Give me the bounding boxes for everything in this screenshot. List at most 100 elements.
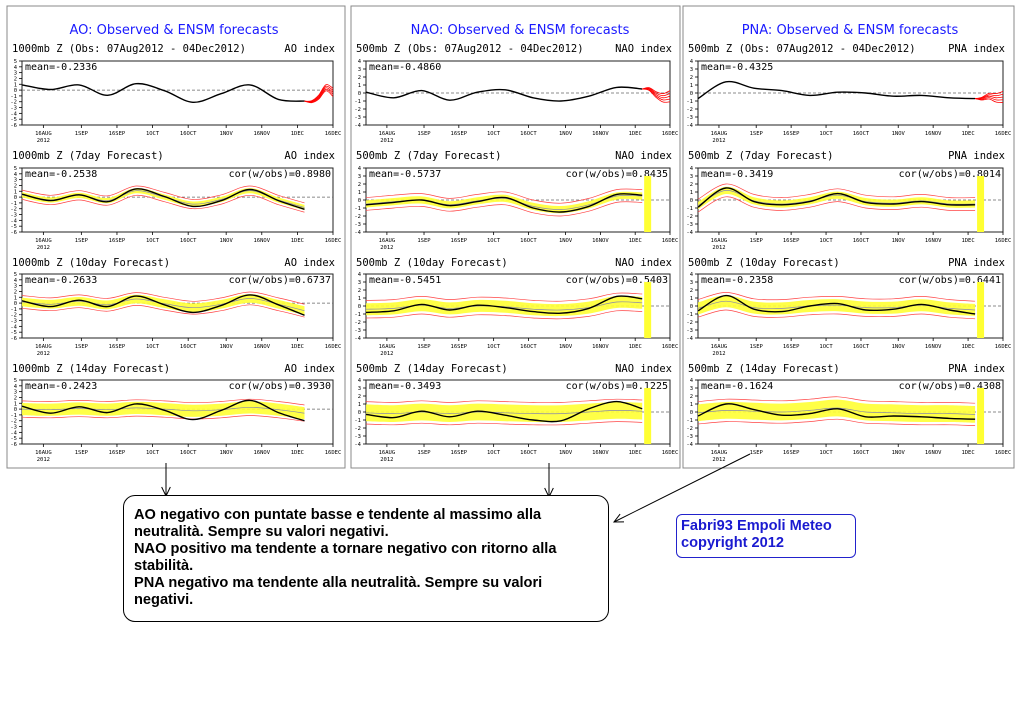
y-tick-label: 3	[690, 67, 693, 73]
x-tick-label: 1NOV	[892, 238, 906, 244]
x-tick-label: 16AUG	[35, 344, 52, 350]
x-tick-label: 16SEP	[783, 450, 800, 456]
y-tick-label: -4	[686, 123, 693, 129]
x-tick-label: 16NOV	[925, 344, 942, 350]
x-tick-label: 16DEC	[995, 344, 1012, 350]
x-tick-label: 1DEC	[961, 344, 974, 350]
x-tick-label: 1DEC	[291, 238, 304, 244]
correlation-label: cor(w/obs)=0.5403	[566, 275, 668, 286]
y-tick-label: -3	[10, 106, 17, 112]
y-tick-label: -2	[354, 214, 361, 220]
x-tick-label: 16DEC	[662, 450, 679, 456]
x-tick-label: 16NOV	[925, 450, 942, 456]
y-tick-label: -1	[354, 418, 361, 424]
forecast-spike	[977, 282, 985, 338]
forecast-spike	[977, 388, 985, 444]
y-tick-label: -4	[354, 123, 361, 129]
index-panel-ao-14day: 1000mb Z (14day Forecast) AO index mean=-0…	[10, 363, 341, 463]
x-tick-label: 1SEP	[75, 344, 89, 350]
x-tick-label: 16AUG	[379, 238, 396, 244]
ensemble-spread	[698, 399, 976, 423]
y-tick-label: -4	[354, 336, 361, 342]
correlation-label: cor(w/obs)=0.6441	[899, 275, 1001, 286]
correlation-label: cor(w/obs)=0.6737	[229, 275, 331, 286]
x-tick-label: 16DEC	[662, 344, 679, 350]
y-tick-label: -1	[686, 312, 693, 318]
y-tick-label: -4	[354, 442, 361, 448]
ensemble-member-line	[365, 398, 643, 403]
x-tick-label: 1NOV	[559, 450, 573, 456]
y-tick-label: 1	[14, 189, 17, 195]
column-title: AO: Observed & ENSM forecasts	[69, 23, 278, 38]
credit-author: Fabri93 Empoli Meteo	[681, 518, 832, 534]
x-tick-label: 1NOV	[559, 238, 573, 244]
mean-label: mean=-0.3419	[701, 169, 773, 180]
y-tick-label: 0	[358, 410, 361, 416]
x-tick-label: 1SEP	[750, 131, 764, 137]
credit-copyright: copyright 2012	[681, 535, 785, 551]
x-tick-label: 16AUG	[711, 238, 728, 244]
index-label: PNA index	[948, 257, 1005, 269]
x-tick-label: 1DEC	[629, 131, 642, 137]
ensemble-member-line	[365, 421, 643, 426]
forecast-member-line	[975, 91, 1004, 99]
x-tick-label: 16DEC	[325, 450, 342, 456]
x-tick-label: 16AUG	[711, 450, 728, 456]
x-tick-label: 16SEP	[451, 238, 468, 244]
y-tick-label: 5	[14, 378, 17, 384]
index-panel-pna-7day: 500mb Z (7day Forecast) PNA index mean=-0.…	[686, 150, 1011, 251]
x-tick-label: 16AUG	[379, 131, 396, 137]
y-tick-label: -1	[354, 312, 361, 318]
index-panel-ao-obs: 1000mb Z (Obs: 07Aug2012 - 04Dec2012) AO …	[10, 43, 341, 144]
x-tick-label: 1DEC	[629, 238, 642, 244]
panel-frame	[6, 5, 346, 469]
y-tick-label: 3	[358, 174, 361, 180]
forecast-member-line	[642, 88, 671, 99]
y-tick-label: 0	[690, 410, 693, 416]
x-year-label: 2012	[380, 457, 393, 463]
index-panel-nao-14day: 500mb Z (14day Forecast) NAO index mean=-0…	[354, 363, 678, 463]
y-tick-label: -5	[10, 224, 17, 230]
x-tick-label: 16OCT	[180, 131, 197, 137]
y-tick-label: -3	[354, 328, 361, 334]
x-tick-label: 16NOV	[592, 450, 609, 456]
x-tick-label: 16DEC	[662, 238, 679, 244]
x-tick-label: 1OCT	[819, 238, 833, 244]
y-tick-label: 1	[14, 82, 17, 88]
column-title: PNA: Observed & ENSM forecasts	[742, 23, 959, 38]
x-tick-label: 16OCT	[180, 450, 197, 456]
forecast-member-line	[304, 84, 334, 102]
x-tick-label: 1SEP	[75, 131, 89, 137]
observed-line	[365, 295, 643, 315]
y-tick-label: 5	[14, 166, 17, 172]
index-panel-ao-10day: 1000mb Z (10day Forecast) AO index mean=-0…	[10, 257, 341, 357]
y-tick-label: 0	[14, 301, 17, 307]
y-tick-label: -2	[686, 426, 693, 432]
x-tick-label: 1NOV	[220, 450, 234, 456]
index-panel-pna-10day: 500mb Z (10day Forecast) PNA index mean=-0…	[686, 257, 1011, 357]
index-panel-nao-10day: 500mb Z (10day Forecast) NAO index mean=-0…	[354, 257, 678, 357]
index-label: AO index	[284, 43, 335, 55]
mean-label: mean=-0.1624	[701, 381, 773, 392]
x-tick-label: 1OCT	[819, 344, 833, 350]
ensemble-member-line	[21, 304, 305, 318]
y-tick-label: -1	[10, 94, 17, 100]
y-tick-label: -2	[354, 320, 361, 326]
x-year-label: 2012	[37, 457, 50, 463]
y-tick-label: 0	[690, 304, 693, 310]
x-tick-label: 1SEP	[417, 344, 431, 350]
y-tick-label: 2	[14, 289, 17, 295]
x-tick-label: 1OCT	[146, 344, 160, 350]
x-tick-label: 1NOV	[892, 131, 906, 137]
index-label: AO index	[284, 150, 335, 162]
x-tick-label: 1OCT	[487, 344, 501, 350]
y-tick-label: -2	[686, 214, 693, 220]
y-tick-label: 2	[14, 76, 17, 82]
y-tick-label: 3	[690, 280, 693, 286]
panel-label: 1000mb Z (10day Forecast)	[12, 257, 170, 269]
x-tick-label: 1OCT	[819, 450, 833, 456]
correlation-label: cor(w/obs)=0.8435	[566, 169, 668, 180]
ensemble-member-line	[21, 194, 305, 213]
index-label: PNA index	[948, 43, 1005, 55]
y-tick-label: 4	[690, 166, 694, 172]
